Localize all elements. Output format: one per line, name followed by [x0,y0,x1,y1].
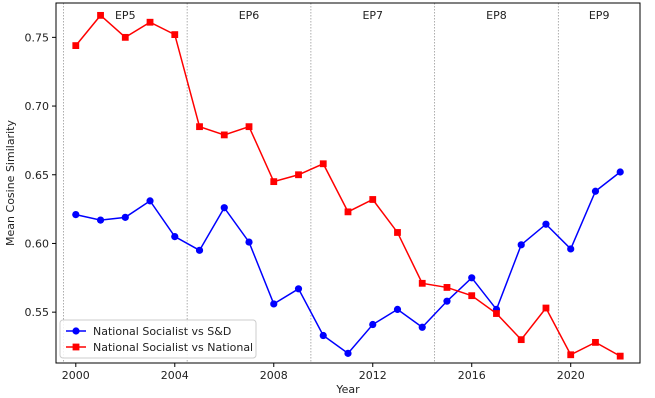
x-tick-label: 2020 [557,369,585,382]
data-point [493,310,500,317]
data-point [121,213,129,221]
data-point [517,336,525,344]
x-tick-label: 2012 [359,369,387,382]
data-point [72,42,80,49]
data-point [196,123,203,131]
legend-label: National Socialist vs National [93,341,253,354]
period-label: EP8 [486,9,507,22]
data-point [121,33,129,41]
data-point [369,196,377,203]
y-tick-label: 0.55 [25,306,50,319]
data-point [171,31,179,39]
legend-marker [72,343,80,351]
data-point [517,241,525,249]
period-label: EP6 [239,9,260,22]
y-axis: 0.55 0.60 0.65 0.70 0.75 [25,31,56,319]
data-point [220,131,228,139]
x-tick-label: 2016 [458,369,486,382]
data-point [344,349,352,357]
legend-box [59,319,257,359]
data-point [319,331,327,340]
data-point [319,160,327,168]
data-point [468,274,476,282]
x-tick-label: 2008 [260,369,288,382]
data-point [616,168,624,176]
y-tick-label: 0.65 [25,169,50,182]
data-point [97,11,104,19]
data-point [96,216,105,224]
data-point [344,208,352,216]
legend-item: National Socialist vs S&D [66,325,231,338]
data-point [394,229,401,236]
data-point [616,352,624,360]
x-tick-label: 2004 [161,369,189,382]
series-national [72,11,624,360]
legend-item: National Socialist vs National [66,341,253,354]
data-point [443,284,451,291]
data-point [72,211,80,219]
data-point [468,292,476,300]
data-point [567,351,575,359]
data-point [270,178,278,186]
data-point [195,246,204,254]
data-point [542,304,550,312]
data-point [393,305,402,314]
series-layer [72,11,624,360]
data-point [171,232,179,241]
data-point [369,320,377,329]
data-point [567,245,575,253]
legend-marker [72,327,80,335]
legend: National Socialist vs S&D National Social… [59,319,257,359]
data-point [443,297,451,305]
x-tick-label: 2000 [62,369,90,382]
data-point [146,197,154,205]
data-point [295,171,302,179]
period-label: EP7 [362,9,383,22]
data-point [270,300,278,308]
data-point [591,187,600,195]
data-point [220,204,228,212]
data-point [245,123,253,131]
data-point [542,220,550,228]
data-point [418,323,426,331]
data-point [418,279,426,287]
x-axis: 2000 2004 2008 2012 2016 2020 [62,363,585,382]
x-axis-label: Year [335,383,360,396]
data-point [592,338,599,346]
y-tick-label: 0.70 [25,100,50,113]
series-line [75,14,621,357]
data-point [245,238,253,246]
legend-label: National Socialist vs S&D [93,325,231,338]
plot-frame [55,2,641,364]
data-point [294,285,303,293]
y-axis-label: Mean Cosine Similarity [4,120,17,246]
y-tick-label: 0.60 [25,237,50,250]
period-label: EP9 [589,9,610,22]
data-point [146,18,154,26]
series-sd [72,168,624,357]
y-tick-label: 0.75 [25,31,50,44]
period-label: EP5 [115,9,136,22]
period-dividers: EP5 EP6 EP7 EP8 EP9 [63,3,609,363]
